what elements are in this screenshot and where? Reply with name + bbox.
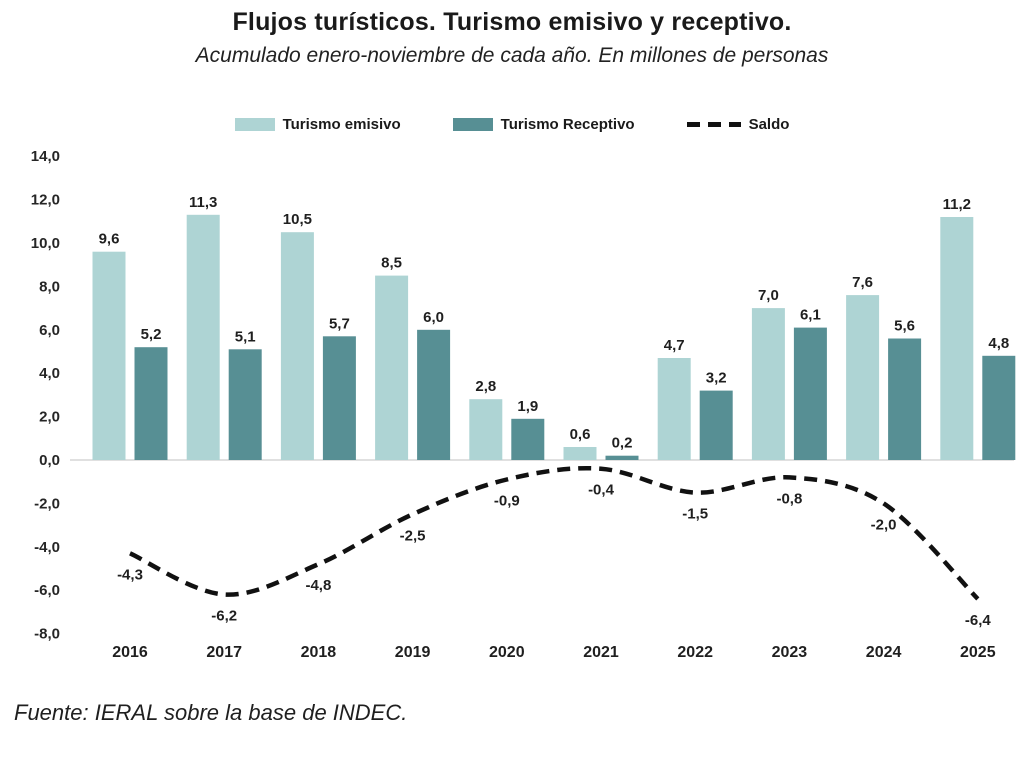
bar-emisivo-2022 [657, 358, 691, 460]
bar-value-label: 0,6 [570, 426, 591, 443]
y-tick-label: -8,0 [34, 626, 60, 643]
legend-label-emisivo: Turismo emisivo [282, 116, 401, 133]
saldo-value-label: -0,4 [588, 482, 615, 499]
legend-label-receptivo: Turismo Receptivo [500, 116, 635, 133]
bar-receptivo-2020 [511, 418, 545, 460]
bar-value-label: 5,7 [329, 315, 350, 332]
saldo-value-label: -6,4 [965, 612, 992, 629]
x-tick-label: 2022 [677, 644, 713, 661]
bar-value-label: 4,7 [664, 337, 685, 354]
bar-emisivo-2025 [940, 217, 974, 460]
saldo-value-label: -4,8 [305, 577, 331, 594]
bar-receptivo-2022 [699, 390, 733, 460]
bar-value-label: 7,0 [758, 287, 779, 304]
bar-value-label: 9,6 [99, 231, 120, 248]
bar-receptivo-2017 [228, 349, 262, 460]
bar-emisivo-2016 [92, 251, 126, 460]
bar-emisivo-2019 [375, 275, 409, 460]
chart-subtitle: Acumulado enero-noviembre de cada año. E… [195, 44, 829, 67]
legend-item-emisivo: Turismo emisivo [234, 116, 401, 133]
x-tick-label: 2025 [960, 644, 996, 661]
bar-emisivo-2017 [186, 214, 220, 460]
y-tick-label: 8,0 [39, 278, 60, 295]
y-tick-label: 6,0 [39, 322, 60, 339]
bar-receptivo-2024 [888, 338, 922, 460]
chart-title: Flujos turísticos. Turismo emisivo y rec… [232, 8, 792, 36]
bar-receptivo-2019 [417, 329, 451, 460]
bar-receptivo-2023 [793, 327, 827, 460]
x-tick-label: 2016 [112, 644, 148, 661]
x-tick-label: 2021 [583, 644, 619, 661]
bar-value-label: 3,2 [706, 370, 727, 387]
bar-value-label: 5,1 [235, 328, 256, 345]
legend-item-saldo: Saldo [686, 116, 790, 133]
bar-receptivo-2025 [982, 355, 1016, 460]
bar-value-label: 10,5 [283, 211, 312, 228]
saldo-value-label: -2,0 [871, 516, 897, 533]
x-tick-label: 2018 [301, 644, 337, 661]
y-tick-label: -4,0 [34, 539, 60, 556]
bar-receptivo-2021 [605, 455, 639, 460]
legend-item-receptivo: Turismo Receptivo [452, 116, 635, 133]
x-tick-label: 2020 [489, 644, 525, 661]
saldo-value-label: -0,9 [494, 493, 520, 510]
x-tick-label: 2024 [866, 644, 902, 661]
y-tick-label: 10,0 [31, 235, 60, 252]
source-note: Fuente: IERAL sobre la base de INDEC. [14, 700, 408, 725]
bar-value-label: 0,2 [612, 435, 633, 452]
y-tick-label: -2,0 [34, 495, 60, 512]
bar-value-label: 11,3 [189, 194, 217, 211]
bar-value-label: 5,6 [894, 318, 915, 335]
emisivo-swatch-icon [234, 118, 275, 131]
saldo-value-label: -6,2 [211, 608, 237, 625]
bar-emisivo-2018 [280, 232, 314, 460]
chart-svg: 14,0 12,0 10,0 8,0 6,0 4,0 2,0 0,0 -2,0 -4,0 -6,0 -… [31, 148, 1016, 661]
bar-emisivo-2024 [846, 295, 880, 460]
y-tick-label: 2,0 [39, 409, 60, 426]
bar-value-label: 4,8 [988, 335, 1009, 352]
y-tick-label: 14,0 [31, 148, 60, 165]
chart-plot-area: 14,0 12,0 10,0 8,0 6,0 4,0 2,0 0,0 -2,0 -4,0 -6,0 -… [0, 145, 1024, 685]
saldo-value-label: -2,5 [400, 527, 426, 544]
y-tick-label: 12,0 [31, 192, 60, 209]
saldo-value-label: -1,5 [682, 506, 708, 523]
legend: Turismo emisivo Turismo Receptivo Saldo [0, 116, 1024, 133]
saldo-value-label: -4,3 [117, 566, 143, 583]
bar-value-label: 1,9 [517, 398, 538, 415]
bar-emisivo-2020 [469, 399, 503, 460]
bar-value-label: 8,5 [381, 255, 402, 272]
bar-value-label: 6,1 [800, 307, 821, 324]
y-tick-label: -6,0 [34, 582, 60, 599]
bar-emisivo-2021 [563, 447, 597, 460]
legend-label-saldo: Saldo [748, 116, 790, 133]
bar-value-label: 2,8 [475, 378, 496, 395]
bar-value-label: 11,2 [943, 196, 971, 213]
saldo-line [129, 465, 980, 601]
y-tick-label: 0,0 [39, 452, 60, 469]
bar-value-label: 7,6 [852, 274, 873, 291]
saldo-value-label: -0,8 [776, 490, 802, 507]
bar-emisivo-2023 [751, 308, 785, 460]
x-tick-label: 2019 [395, 644, 431, 661]
x-tick-label: 2023 [772, 644, 808, 661]
saldo-dash-icon [686, 122, 741, 127]
bar-value-label: 5,2 [141, 326, 162, 343]
x-tick-label: 2017 [206, 644, 242, 661]
bar-receptivo-2016 [134, 347, 168, 460]
bar-receptivo-2018 [322, 336, 356, 460]
receptivo-swatch-icon [452, 118, 493, 131]
bar-value-label: 6,0 [423, 309, 444, 326]
y-tick-label: 4,0 [39, 365, 60, 382]
